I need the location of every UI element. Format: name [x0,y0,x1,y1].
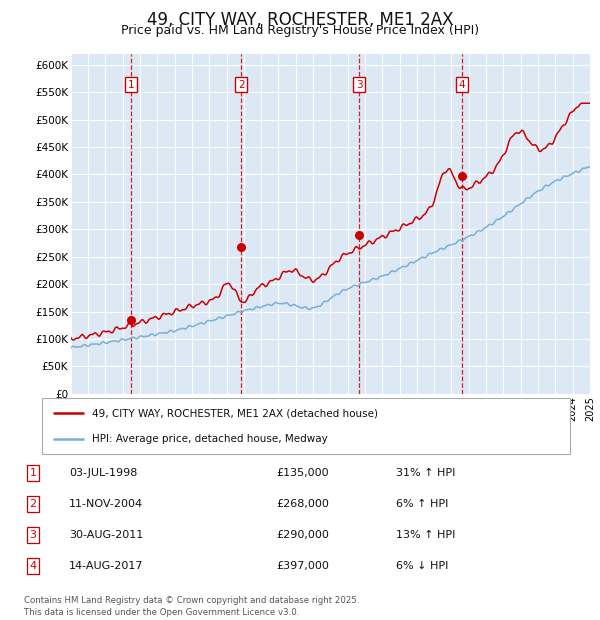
Text: 6% ↓ HPI: 6% ↓ HPI [396,561,448,571]
Text: Contains HM Land Registry data © Crown copyright and database right 2025.
This d: Contains HM Land Registry data © Crown c… [24,596,359,617]
Text: 4: 4 [29,561,37,571]
Text: 11-NOV-2004: 11-NOV-2004 [69,499,143,509]
Text: 3: 3 [29,530,37,540]
Text: Price paid vs. HM Land Registry's House Price Index (HPI): Price paid vs. HM Land Registry's House … [121,24,479,37]
Text: £268,000: £268,000 [276,499,329,509]
Text: £290,000: £290,000 [276,530,329,540]
Text: 1: 1 [128,79,134,89]
Text: 13% ↑ HPI: 13% ↑ HPI [396,530,455,540]
Text: 14-AUG-2017: 14-AUG-2017 [69,561,143,571]
Text: 49, CITY WAY, ROCHESTER, ME1 2AX: 49, CITY WAY, ROCHESTER, ME1 2AX [147,11,453,29]
Text: £135,000: £135,000 [276,468,329,478]
Text: 2: 2 [238,79,245,89]
Text: 1: 1 [29,468,37,478]
Text: 30-AUG-2011: 30-AUG-2011 [69,530,143,540]
Text: HPI: Average price, detached house, Medway: HPI: Average price, detached house, Medw… [92,434,328,444]
Text: 03-JUL-1998: 03-JUL-1998 [69,468,137,478]
Text: £397,000: £397,000 [276,561,329,571]
FancyBboxPatch shape [42,398,570,454]
Text: 31% ↑ HPI: 31% ↑ HPI [396,468,455,478]
Text: 2: 2 [29,499,37,509]
Text: 49, CITY WAY, ROCHESTER, ME1 2AX (detached house): 49, CITY WAY, ROCHESTER, ME1 2AX (detach… [92,408,378,418]
Text: 3: 3 [356,79,362,89]
Text: 6% ↑ HPI: 6% ↑ HPI [396,499,448,509]
Text: 4: 4 [458,79,465,89]
